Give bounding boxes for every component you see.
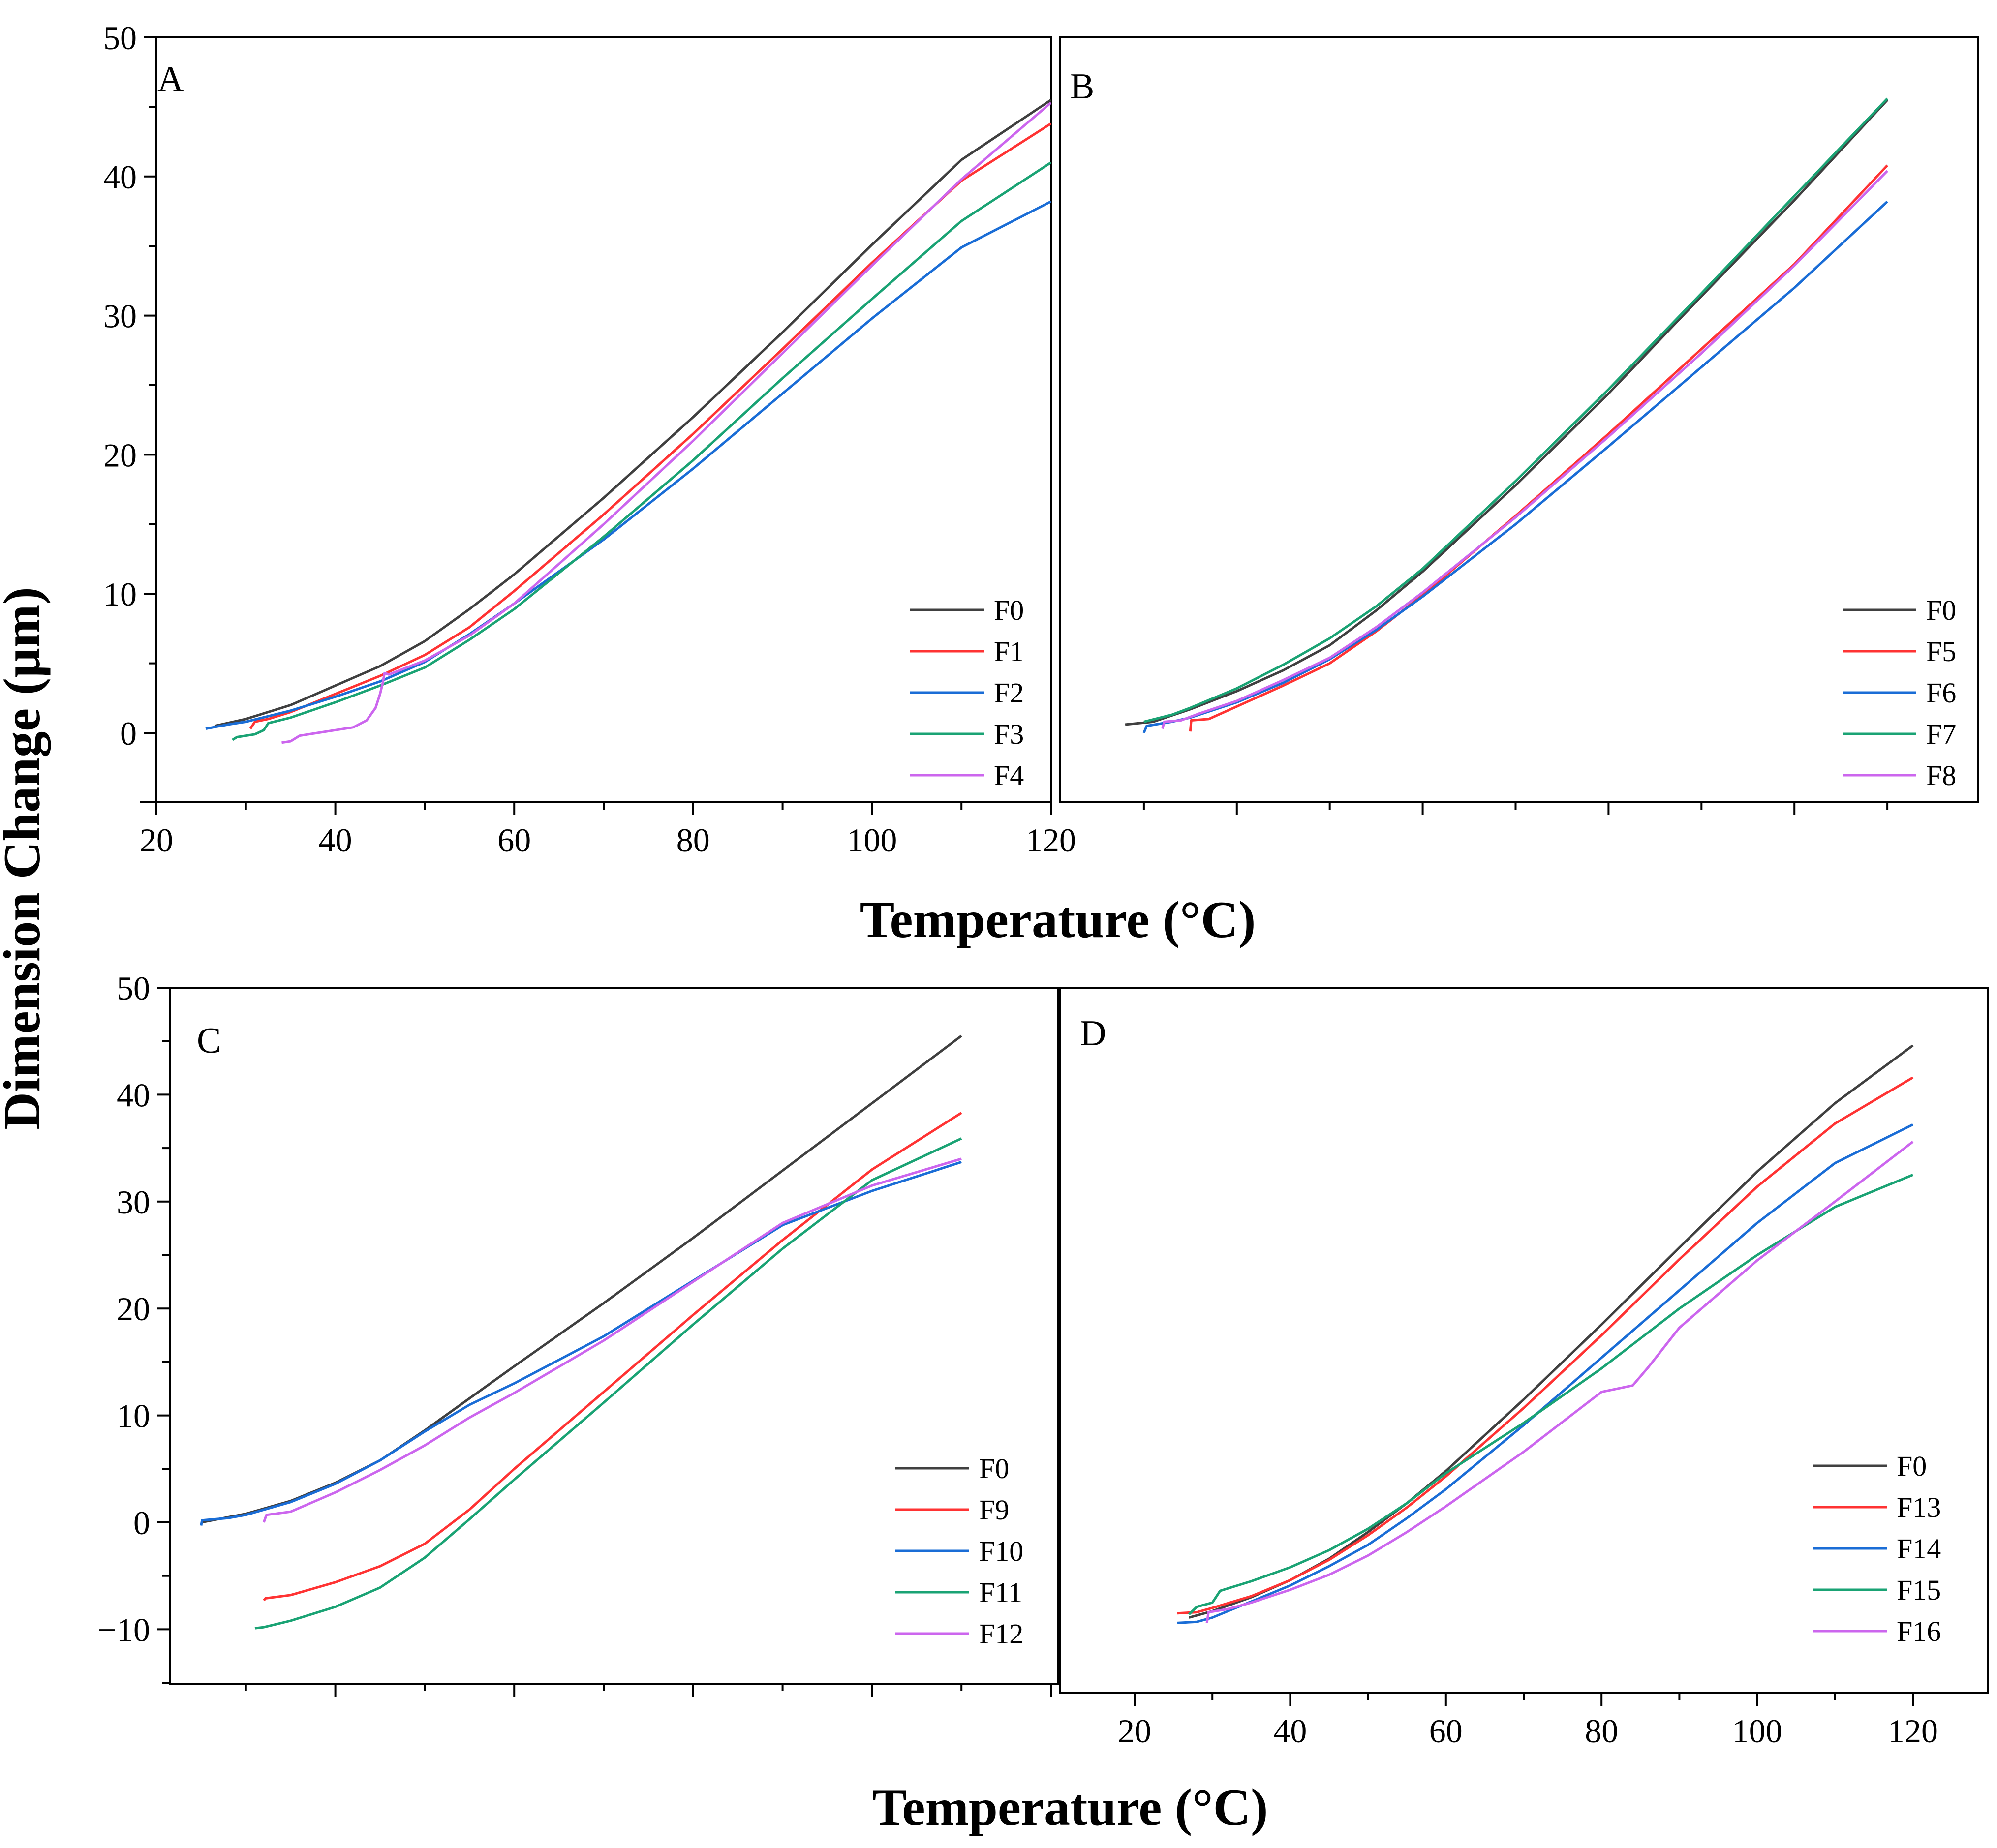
series-line-f2 — [205, 200, 1051, 730]
y-tick-label: 30 — [103, 298, 137, 335]
panel-letter: C — [197, 1021, 221, 1061]
x-tick-label: 120 — [1888, 1712, 1938, 1750]
series-line-f5 — [1189, 164, 1888, 732]
legend-label-f0: F0 — [979, 1453, 1009, 1484]
legend-label-f4: F4 — [994, 759, 1024, 791]
y-tick-label: −10 — [98, 1611, 150, 1648]
panel-frame — [169, 987, 1059, 1685]
panel-b: B F0 F5 F6 F7 F8 — [1059, 36, 1979, 815]
legend-label-f16: F16 — [1897, 1615, 1941, 1647]
legend-label-f2: F2 — [994, 677, 1024, 709]
series-line-f11 — [254, 1137, 962, 1630]
x-tick-label: 20 — [1118, 1712, 1151, 1750]
legend-label-f12: F12 — [979, 1618, 1023, 1650]
series-group — [1177, 1044, 1914, 1624]
series-line-f1 — [249, 122, 1051, 729]
panel-c: −10 0 10 20 30 40 50 C F0 F9 F10 F11 F12 — [98, 969, 1059, 1697]
series-line-f0 — [214, 99, 1051, 727]
legend-label-f0: F0 — [994, 594, 1024, 626]
legend: F0 F1 F2 F3 F4 — [910, 594, 1024, 791]
x-tick-label: 100 — [1732, 1712, 1782, 1750]
legend-label-f6: F6 — [1926, 677, 1956, 709]
series-line-f10 — [200, 1161, 962, 1526]
x-tick-label: 100 — [847, 821, 897, 859]
legend-label-f11: F11 — [979, 1576, 1022, 1608]
x-tick-label: 80 — [676, 821, 710, 859]
legend-label-f7: F7 — [1926, 718, 1956, 750]
legend-label-f1: F1 — [994, 636, 1024, 667]
legend-label-f15: F15 — [1897, 1574, 1941, 1606]
series-group — [205, 99, 1051, 744]
legend: F0 F9 F10 F11 F12 — [895, 1453, 1023, 1650]
panel-letter: B — [1070, 66, 1094, 107]
series-group — [1125, 97, 1888, 733]
y-tick-label: 20 — [103, 436, 137, 474]
panel-a: 20 40 60 80 100 120 0 10 20 30 40 50 A F0 F1 F2 F3 F4 — [103, 19, 1076, 859]
series-line-f0 — [1125, 99, 1888, 726]
series-line-f16 — [1205, 1141, 1914, 1623]
x-tick-label: 60 — [1429, 1712, 1463, 1750]
y-tick-label: 40 — [117, 1076, 150, 1114]
series-line-f3 — [232, 161, 1051, 741]
x-tick-label: 40 — [319, 821, 352, 859]
panel-letter: A — [157, 59, 184, 99]
y-tick-label: 50 — [103, 19, 137, 57]
series-line-f9 — [263, 1112, 962, 1602]
legend: F0 F13 F14 F15 F16 — [1813, 1450, 1941, 1647]
x-tick-label: 60 — [497, 821, 531, 859]
legend-label-f14: F14 — [1897, 1533, 1941, 1565]
legend-label-f0: F0 — [1897, 1450, 1927, 1482]
x-tick-label: 120 — [1026, 821, 1076, 859]
y-tick-label: 40 — [103, 158, 137, 196]
legend-label-f10: F10 — [979, 1535, 1023, 1567]
legend-label-f5: F5 — [1926, 636, 1956, 667]
series-group — [200, 1034, 962, 1630]
series-line-f4 — [281, 102, 1051, 744]
legend-label-f0: F0 — [1926, 594, 1956, 626]
legend-label-f3: F3 — [994, 718, 1024, 750]
series-line-f15 — [1188, 1174, 1913, 1615]
y-tick-label: 0 — [120, 715, 137, 752]
x-axis-title-bottom: Temperature (°C) — [872, 1779, 1268, 1836]
series-line-f7 — [1143, 97, 1888, 723]
legend-label-f13: F13 — [1897, 1491, 1941, 1523]
x-tick-label: 40 — [1273, 1712, 1307, 1750]
series-line-f0 — [1189, 1044, 1914, 1619]
legend: F0 F5 F6 F7 F8 — [1843, 594, 1956, 791]
panel-d: 20 40 60 80 100 120 D F0 F13 F14 F15 F16 — [1059, 987, 1989, 1750]
series-line-f12 — [262, 1157, 962, 1523]
y-axis-title: Dimension Change (µm) — [0, 587, 51, 1129]
y-tick-label: 20 — [117, 1290, 150, 1328]
x-tick-label: 20 — [140, 821, 173, 859]
y-tick-label: 10 — [103, 576, 137, 613]
y-tick-label: 10 — [117, 1397, 150, 1435]
y-tick-label: 50 — [117, 969, 150, 1007]
series-line-f0 — [201, 1034, 962, 1524]
series-line-f13 — [1177, 1076, 1914, 1615]
panel-frame — [155, 36, 1052, 803]
y-tick-label: 0 — [133, 1504, 150, 1542]
x-axis-title-top: Temperature (°C) — [860, 891, 1256, 948]
series-line-f14 — [1177, 1123, 1914, 1624]
x-tick-label: 80 — [1585, 1712, 1618, 1750]
y-tick-label: 30 — [117, 1183, 150, 1221]
legend-label-f8: F8 — [1926, 759, 1956, 791]
panel-letter: D — [1080, 1013, 1106, 1054]
legend-label-f9: F9 — [979, 1494, 1009, 1526]
series-line-f8 — [1161, 170, 1888, 729]
